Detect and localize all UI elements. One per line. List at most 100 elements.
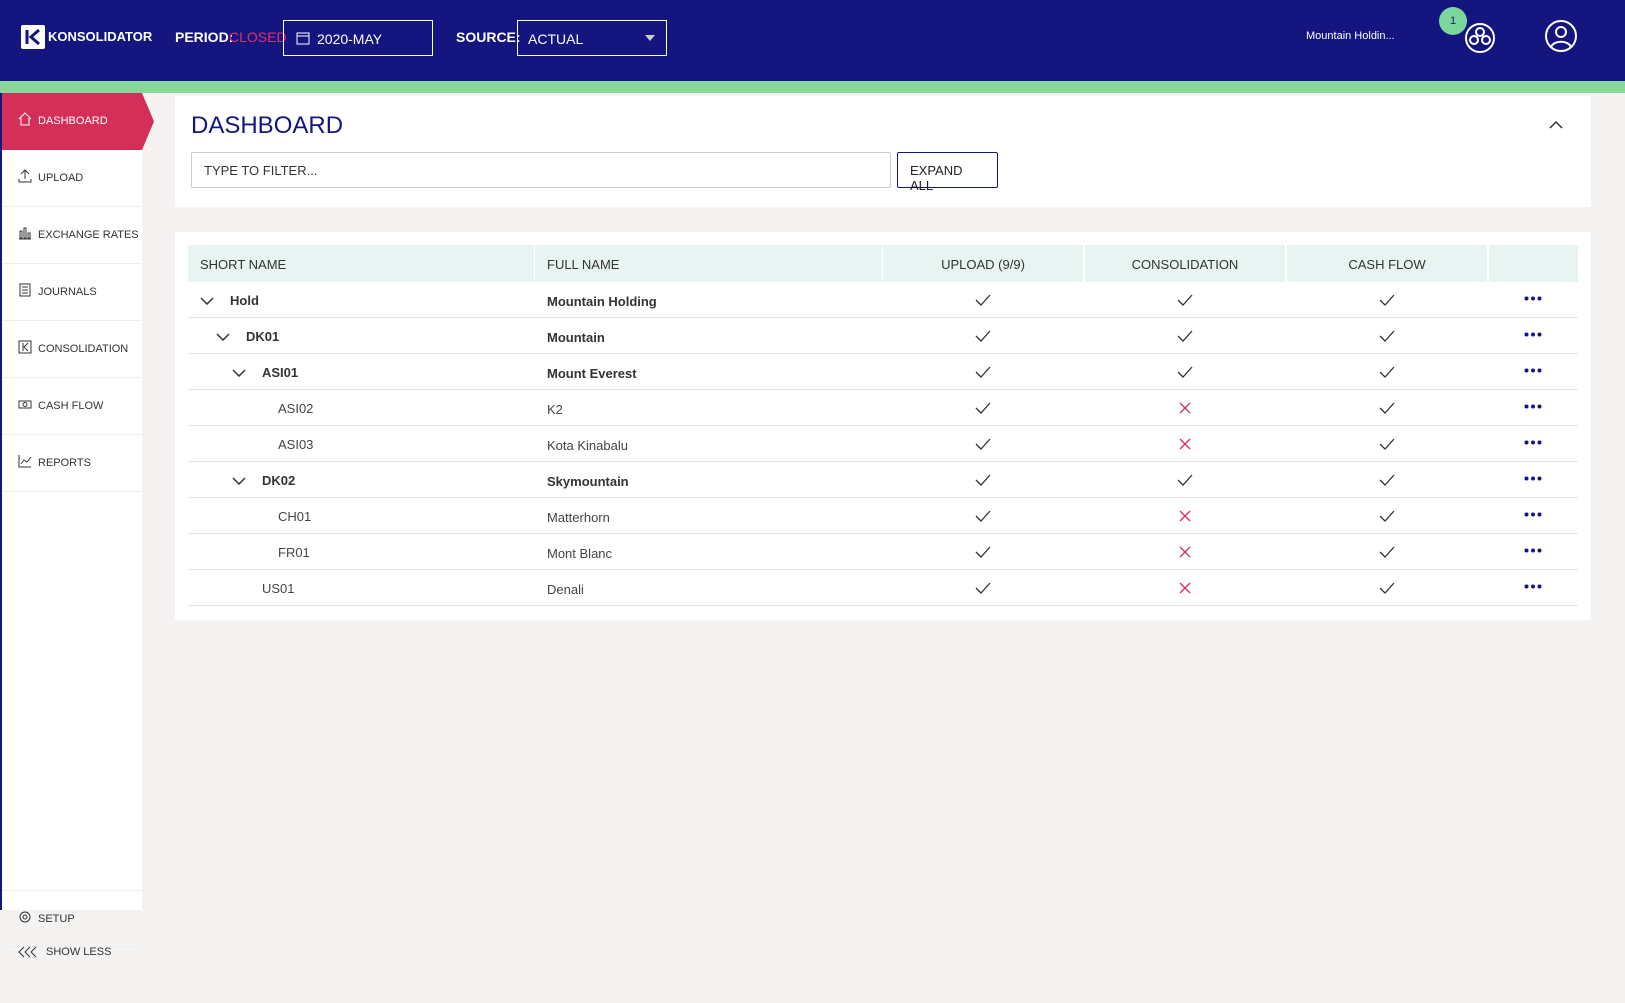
- table-row: ASI03 Kota Kinabalu: [188, 426, 1578, 462]
- logo-text: KONSOLIDATOR: [48, 29, 153, 44]
- full-name: Mountain: [547, 330, 605, 345]
- check-mark: [975, 330, 991, 342]
- nav-icon: [19, 283, 31, 297]
- collapse-icon[interactable]: [1549, 120, 1563, 130]
- nav-label: REPORTS: [38, 457, 91, 469]
- cross-mark: [1179, 546, 1191, 558]
- row-menu[interactable]: [1524, 476, 1542, 481]
- source-select[interactable]: ACTUAL: [517, 20, 667, 56]
- short-name: DK02: [262, 473, 296, 488]
- expand-chevron[interactable]: [216, 333, 230, 341]
- table-row: FR01 Mont Blanc: [188, 534, 1578, 570]
- table-row: ASI01 Mount Everest: [188, 354, 1578, 390]
- company-name[interactable]: Mountain Holdin...: [1306, 30, 1395, 42]
- table-row: DK01 Mountain: [188, 318, 1578, 354]
- setup-item[interactable]: SETUP: [2, 890, 142, 947]
- show-less[interactable]: SHOW LESS: [2, 946, 142, 1003]
- check-mark: [975, 438, 991, 450]
- row-menu[interactable]: [1524, 584, 1542, 589]
- nav-item[interactable]: EXCHANGE RATES: [2, 207, 142, 264]
- nav-item[interactable]: CONSOLIDATION: [2, 321, 142, 378]
- calendar-icon: [296, 32, 310, 45]
- short-name: Hold: [230, 293, 259, 308]
- short-name: US01: [262, 581, 295, 596]
- nav-item[interactable]: UPLOAD: [2, 150, 142, 207]
- table-card: SHORT NAME FULL NAME UPLOAD (9/9) CONSOLIDA…: [175, 232, 1591, 620]
- profile-icon[interactable]: [1544, 19, 1578, 53]
- page-title: DASHBOARD: [191, 112, 344, 139]
- check-mark: [1379, 366, 1395, 378]
- table-row: CH01 Matterhorn: [188, 498, 1578, 534]
- period-label: PERIOD:: [175, 29, 234, 45]
- row-menu[interactable]: [1524, 404, 1542, 409]
- expand-all-button[interactable]: EXPAND ALL: [897, 152, 998, 193]
- check-mark: [1177, 294, 1193, 306]
- check-mark: [975, 510, 991, 522]
- nav-item[interactable]: DASHBOARD: [2, 93, 154, 150]
- nav-icon: [18, 400, 32, 409]
- table-row: ASI02 K2: [188, 390, 1578, 426]
- nav-item[interactable]: REPORTS: [2, 435, 142, 492]
- full-name: Matterhorn: [547, 510, 610, 525]
- nav-label: JOURNALS: [38, 286, 97, 298]
- check-mark: [1177, 474, 1193, 486]
- check-mark: [1379, 402, 1395, 414]
- users-icon[interactable]: [1460, 18, 1500, 58]
- cross-mark: [1179, 510, 1191, 522]
- full-name: Mount Everest: [547, 366, 637, 381]
- full-name: Kota Kinabalu: [547, 438, 628, 453]
- short-name: ASI01: [262, 365, 299, 380]
- logo-icon: [21, 25, 45, 49]
- nav-item[interactable]: JOURNALS: [2, 264, 142, 321]
- check-mark: [975, 546, 991, 558]
- full-name: Denali: [547, 582, 584, 597]
- row-menu[interactable]: [1524, 332, 1542, 337]
- check-mark: [1379, 474, 1395, 486]
- short-name: FR01: [278, 545, 310, 560]
- table-row: DK02 Skymountain: [188, 462, 1578, 498]
- dashboard-card: DASHBOARD TYPE TO FILTER... EXPAND ALL: [175, 96, 1591, 207]
- filter-input[interactable]: TYPE TO FILTER...: [191, 152, 891, 188]
- nav-icon: [19, 227, 31, 240]
- check-mark: [1379, 546, 1395, 558]
- top-bar: KONSOLIDATOR PERIOD: CLOSED 2020-MAY SOU…: [0, 0, 1625, 81]
- sidebar: SETUP SHOW LESS DASHBOARD UPLOAD EXCHANGE …: [0, 93, 154, 958]
- check-mark: [1379, 582, 1395, 594]
- entity-table: SHORT NAME FULL NAME UPLOAD (9/9) CONSOLIDA…: [188, 245, 1578, 606]
- cross-mark: [1179, 402, 1191, 414]
- full-name: Mountain Holding: [547, 294, 657, 309]
- short-name: DK01: [246, 329, 280, 344]
- expand-chevron[interactable]: [232, 369, 246, 377]
- row-menu[interactable]: [1524, 548, 1542, 553]
- column-header: CONSOLIDATION: [1085, 245, 1285, 282]
- check-mark: [975, 474, 991, 486]
- row-menu[interactable]: [1524, 296, 1542, 301]
- show-less-label: SHOW LESS: [46, 946, 112, 958]
- expand-chevron[interactable]: [200, 297, 214, 305]
- nav-label: DASHBOARD: [38, 115, 108, 127]
- check-mark: [1379, 330, 1395, 342]
- expand-chevron[interactable]: [232, 477, 246, 485]
- column-header: UPLOAD (9/9): [883, 245, 1083, 282]
- row-menu[interactable]: [1524, 368, 1542, 373]
- nav-item[interactable]: CASH FLOW: [2, 378, 142, 435]
- notification-badge: 1: [1439, 7, 1467, 35]
- nav-label: UPLOAD: [38, 172, 84, 184]
- check-mark: [1379, 294, 1395, 306]
- full-name: Mont Blanc: [547, 546, 613, 561]
- setup-label: SETUP: [38, 913, 75, 925]
- short-name: ASI03: [278, 437, 314, 452]
- status-strip: [0, 81, 1625, 93]
- nav-icon: [18, 112, 32, 126]
- period-picker[interactable]: 2020-MAY: [283, 20, 433, 56]
- row-menu[interactable]: [1524, 440, 1542, 445]
- row-menu[interactable]: [1524, 512, 1542, 517]
- check-mark: [975, 402, 991, 414]
- check-mark: [1379, 510, 1395, 522]
- short-name: CH01: [278, 509, 312, 524]
- short-name: ASI02: [278, 401, 314, 416]
- page: KONSOLIDATOR PERIOD: CLOSED 2020-MAY SOU…: [0, 0, 1625, 958]
- check-mark: [975, 582, 991, 594]
- check-mark: [1379, 438, 1395, 450]
- check-mark: [1177, 330, 1193, 342]
